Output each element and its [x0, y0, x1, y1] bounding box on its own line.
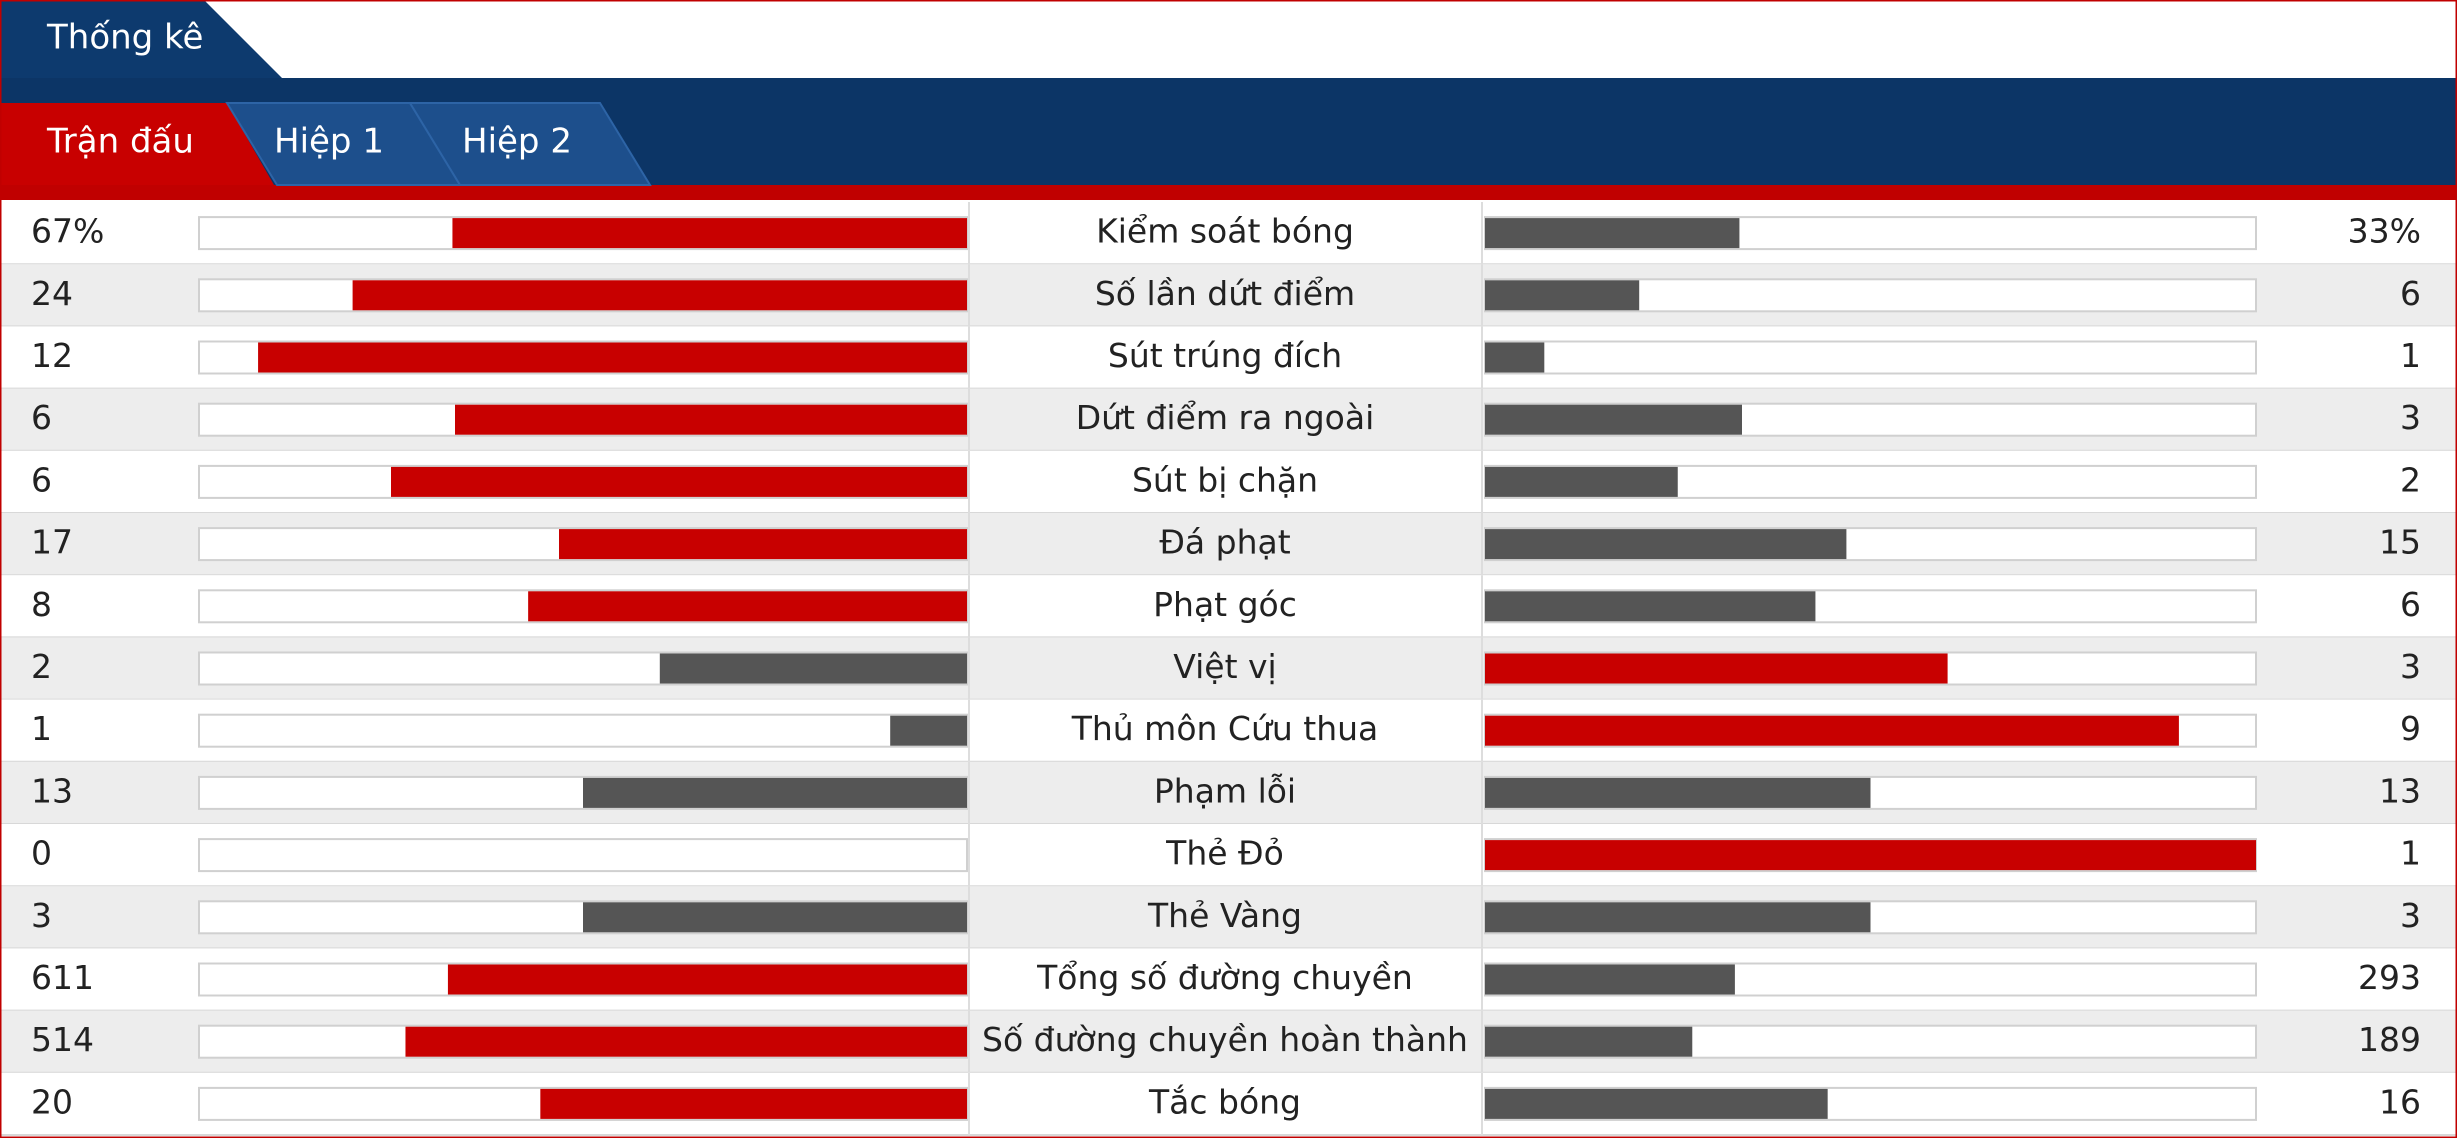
tab-bg[interactable]: [0, 103, 274, 185]
away-value: 6: [2400, 274, 2421, 313]
home-bar: [452, 218, 967, 249]
home-bar: [659, 653, 967, 684]
home-bar: [583, 777, 967, 808]
home-value: 2: [31, 647, 52, 686]
away-bar: [1485, 964, 1735, 995]
away-value: 293: [2358, 958, 2421, 997]
home-value: 0: [31, 834, 52, 873]
away-bar: [1485, 1088, 1828, 1119]
home-value: 1: [31, 709, 52, 748]
home-value: 8: [31, 585, 52, 624]
stat-label: Số lần dứt điểm: [1095, 274, 1355, 313]
home-bar: [559, 529, 967, 560]
away-value: 9: [2400, 709, 2421, 748]
home-bar: [258, 342, 968, 373]
away-bar: [1485, 466, 1678, 497]
stat-label: Phạm lỗi: [1154, 771, 1296, 810]
stat-label: Sút trúng đích: [1108, 336, 1342, 375]
away-value: 2: [2400, 460, 2421, 499]
away-value: 1: [2400, 834, 2421, 873]
away-value: 3: [2400, 896, 2421, 935]
away-bar: [1485, 591, 1816, 622]
away-bar: [1485, 902, 1871, 933]
bar-track: [198, 838, 968, 873]
home-value: 6: [31, 460, 52, 499]
home-bar: [447, 964, 967, 995]
home-bar: [352, 280, 968, 311]
stat-label: Đá phạt: [1159, 523, 1290, 562]
title: Thống kê: [46, 18, 203, 58]
stat-label: Sút bị chặn: [1132, 460, 1318, 499]
stat-label: Thẻ Đỏ: [1165, 834, 1284, 873]
away-bar: [1485, 342, 1545, 373]
away-value: 189: [2358, 1020, 2421, 1059]
home-bar: [391, 466, 967, 497]
away-bar: [1485, 404, 1742, 435]
home-bar: [405, 1026, 967, 1057]
home-value: 20: [31, 1082, 73, 1121]
away-value: 3: [2400, 647, 2421, 686]
stat-label: Kiểm soát bóng: [1096, 212, 1354, 251]
away-value: 15: [2379, 523, 2421, 562]
home-value: 3: [31, 896, 52, 935]
stat-label: Tổng số đường chuyền: [1036, 958, 1413, 997]
away-bar: [1485, 1026, 1693, 1057]
away-bar: [1485, 280, 1640, 311]
home-value: 13: [31, 771, 73, 810]
away-value: 13: [2379, 771, 2421, 810]
home-bar: [890, 715, 967, 746]
home-value: 24: [31, 274, 73, 313]
tab-label[interactable]: Trận đấu: [46, 122, 194, 162]
bar-track: [198, 713, 968, 748]
home-value: 611: [31, 958, 94, 997]
tab-bg[interactable]: [408, 102, 652, 186]
tab-label[interactable]: Hiệp 2: [462, 122, 572, 162]
away-bar: [1485, 840, 2256, 871]
home-value: 514: [31, 1020, 94, 1059]
stat-label: Dứt điểm ra ngoài: [1076, 398, 1375, 437]
home-bar: [540, 1088, 967, 1119]
bar-track: [1484, 340, 2257, 375]
home-value: 6: [31, 398, 52, 437]
away-bar: [1485, 529, 1847, 560]
away-value: 3: [2400, 398, 2421, 437]
top-bar: [0, 0, 2457, 78]
stat-label: Số đường chuyền hoàn thành: [982, 1020, 1468, 1059]
away-bar: [1485, 715, 2179, 746]
away-bar: [1485, 218, 1740, 249]
stat-label: Thẻ Vàng: [1147, 896, 1302, 935]
tab-label[interactable]: Hiệp 1: [274, 122, 384, 162]
away-bar: [1485, 777, 1871, 808]
home-bar: [455, 404, 967, 435]
home-value: 67%: [31, 212, 104, 251]
tab-underline: [0, 185, 2457, 200]
home-bar: [583, 902, 967, 933]
stat-label: Phạt góc: [1153, 585, 1297, 624]
title-tab: [0, 0, 282, 78]
stat-label: Việt vị: [1173, 647, 1276, 686]
home-value: 17: [31, 523, 73, 562]
stat-label: Tắc bóng: [1148, 1082, 1301, 1121]
away-value: 1: [2400, 336, 2421, 375]
stat-label: Thủ môn Cứu thua: [1071, 709, 1379, 748]
home-bar: [528, 591, 967, 622]
home-value: 12: [31, 336, 73, 375]
away-value: 6: [2400, 585, 2421, 624]
away-value: 33%: [2348, 212, 2421, 251]
away-bar: [1485, 653, 1948, 684]
away-value: 16: [2379, 1082, 2421, 1121]
